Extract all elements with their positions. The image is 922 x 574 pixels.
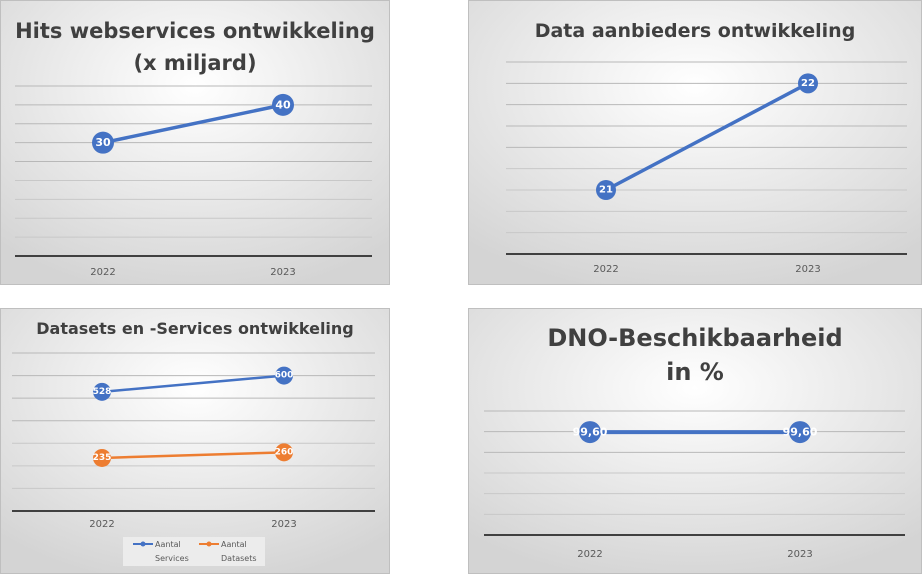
chart-title-line2: (x miljard) (133, 51, 256, 75)
x-tick-label: 2022 (593, 264, 618, 275)
data-point (579, 421, 601, 444)
data-point (92, 131, 114, 154)
x-tick-label: 2023 (795, 264, 820, 275)
data-label: 235 (93, 453, 112, 463)
legend-label-line2: Datasets (221, 554, 257, 563)
data-point (93, 448, 111, 467)
data-point (93, 382, 111, 401)
chart-3: Datasets en -Services ontwikkeling 2022 20… (0, 308, 390, 574)
data-label: 30 (95, 136, 111, 149)
chart-title: Data aanbieders ontwikkeling (535, 20, 856, 42)
data-label: 528 (93, 387, 112, 397)
series-line (605, 81, 809, 192)
x-tick-label: 2022 (577, 549, 602, 560)
series-line (101, 374, 285, 394)
chart-title: DNO-Beschikbaarheid (547, 324, 842, 352)
legend-label-line2: Services (155, 554, 189, 563)
chart-background (0, 308, 390, 574)
chart-title: Datasets en -Services ontwikkeling (36, 319, 354, 338)
data-label: 260 (275, 447, 294, 457)
x-tick-label: 2023 (787, 549, 812, 560)
chart-2: Data aanbieders ontwikkeling 2022 2023 21 22 (468, 0, 922, 285)
legend-marker (206, 541, 212, 547)
data-point (798, 73, 818, 94)
data-point (789, 421, 811, 444)
data-point (272, 93, 294, 116)
chart-background (468, 308, 922, 574)
data-point (275, 443, 293, 462)
series-line (102, 103, 284, 145)
x-tick-label: 2022 (90, 267, 115, 278)
x-tick-label: 2023 (270, 267, 295, 278)
chart-title-line2: in % (666, 358, 724, 386)
data-label: 99,60 (783, 426, 818, 439)
legend-box (123, 537, 265, 566)
data-point (596, 180, 616, 200)
data-label: 99,60 (573, 426, 608, 439)
legend-marker (140, 541, 146, 547)
data-label: 21 (599, 185, 613, 196)
series-line (101, 451, 285, 460)
chart-4: DNO-Beschikbaarheid in % 2022 2023 99,60 99,6… (468, 308, 922, 574)
legend: Aantal Services Aantal Datasets (123, 537, 265, 566)
data-label: 40 (275, 98, 291, 111)
legend-label: Aantal (155, 540, 181, 549)
data-label: 600 (275, 371, 294, 381)
chart-title: Hits webservices ontwikkeling (15, 19, 375, 43)
chart-1: Hits webservices ontwikkeling (x miljard)… (0, 0, 390, 285)
data-label: 22 (801, 78, 815, 89)
x-tick-label: 2023 (271, 519, 296, 530)
legend-label: Aantal (221, 540, 247, 549)
data-point (275, 366, 293, 385)
x-tick-label: 2022 (89, 519, 114, 530)
